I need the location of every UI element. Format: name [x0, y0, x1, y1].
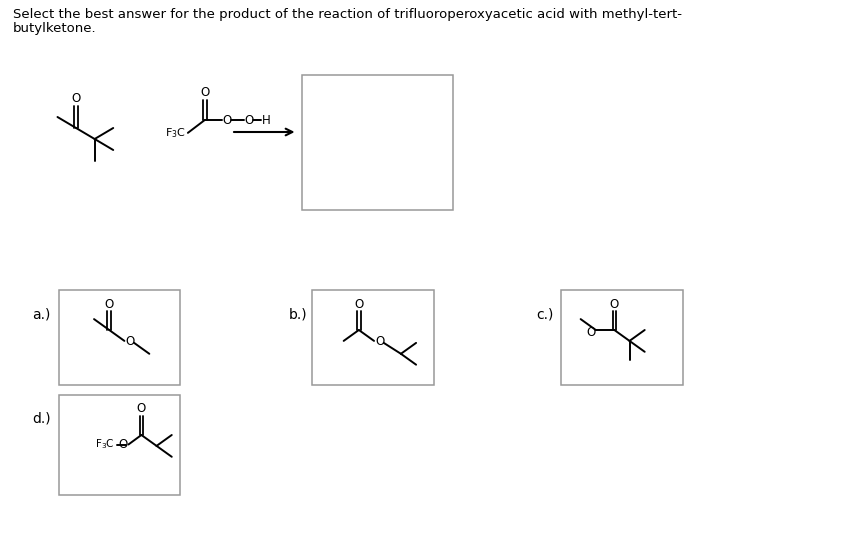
- Text: butylketone.: butylketone.: [13, 22, 96, 35]
- Text: O: O: [126, 335, 135, 349]
- Text: Select the best answer for the product of the reaction of trifluoroperoxyacetic : Select the best answer for the product o…: [13, 8, 682, 21]
- Text: c.): c.): [537, 308, 554, 322]
- Bar: [302, 75, 453, 210]
- Text: O: O: [71, 93, 81, 106]
- Text: $\mathregular{F_3C}$: $\mathregular{F_3C}$: [95, 438, 115, 451]
- Text: O: O: [610, 297, 619, 311]
- Text: O: O: [137, 402, 146, 416]
- Text: d.): d.): [32, 411, 51, 425]
- Bar: [59, 395, 180, 495]
- Text: $\mathregular{F_3C}$: $\mathregular{F_3C}$: [165, 126, 186, 140]
- Text: O: O: [222, 114, 232, 126]
- Bar: [59, 290, 180, 385]
- Text: a.): a.): [32, 308, 51, 322]
- Text: H: H: [261, 114, 271, 126]
- Text: b.): b.): [289, 308, 307, 322]
- Text: O: O: [200, 86, 210, 100]
- Text: O: O: [244, 114, 253, 126]
- Text: O: O: [104, 297, 114, 311]
- Bar: [312, 290, 434, 385]
- Bar: [560, 290, 683, 385]
- Text: O: O: [118, 438, 127, 451]
- Text: O: O: [354, 297, 363, 311]
- Text: O: O: [375, 335, 385, 349]
- Text: O: O: [587, 327, 595, 340]
